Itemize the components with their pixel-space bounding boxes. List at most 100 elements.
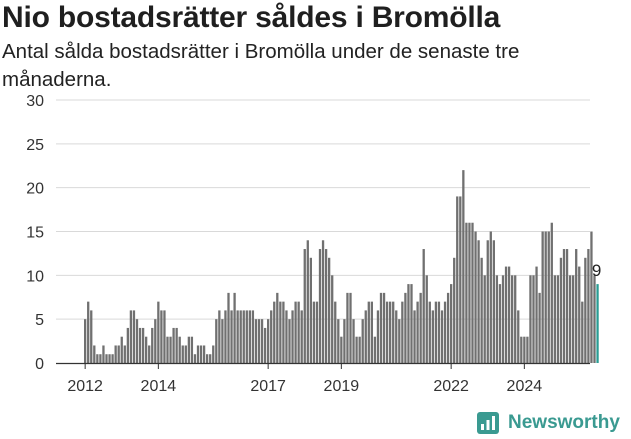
- bar: [477, 240, 480, 363]
- bar: [407, 284, 410, 363]
- bar: [364, 310, 367, 363]
- bar: [392, 301, 395, 363]
- bar: [328, 257, 331, 363]
- bar: [303, 249, 306, 363]
- bar: [523, 336, 526, 363]
- bar: [99, 354, 102, 363]
- bar: [511, 275, 514, 363]
- bar: [590, 231, 593, 363]
- bar: [184, 345, 187, 363]
- y-tick-label: 0: [35, 356, 44, 373]
- bar: [151, 327, 154, 363]
- bar: [242, 310, 245, 363]
- bar: [562, 249, 566, 363]
- bar: [514, 275, 517, 363]
- bar: [315, 301, 319, 363]
- bar: [138, 327, 142, 363]
- bar: [163, 310, 166, 363]
- bar: [422, 249, 425, 363]
- bar: [294, 301, 297, 363]
- y-tick-label: 20: [26, 181, 44, 198]
- bar: [398, 319, 401, 363]
- bar: [575, 249, 578, 363]
- last-value-label: 9: [592, 261, 601, 280]
- bar: [550, 222, 553, 363]
- bar: [507, 266, 511, 363]
- x-tick-label: 2022: [433, 378, 469, 395]
- bar: [279, 301, 282, 363]
- newsworthy-chart-logo-icon: [477, 412, 499, 434]
- bar: [160, 310, 163, 363]
- bar: [556, 275, 560, 363]
- bar: [126, 327, 129, 363]
- brand-name: Newsworthy: [508, 412, 620, 433]
- bar: [129, 310, 133, 363]
- bar: [321, 240, 325, 363]
- bar: [443, 301, 447, 363]
- bar: [224, 310, 227, 363]
- bar: [581, 301, 584, 363]
- bar: [300, 310, 303, 363]
- bar: [465, 222, 468, 363]
- bar: [401, 301, 404, 363]
- y-tick-label: 25: [26, 137, 44, 154]
- bar: [568, 275, 572, 363]
- bar: [520, 336, 523, 363]
- bar: [389, 301, 392, 363]
- y-tick-label: 10: [26, 268, 44, 285]
- bar: [349, 292, 352, 363]
- bar: [544, 231, 547, 363]
- bar: [291, 310, 294, 363]
- chart-title: Nio bostadsrätter såldes i Bromölla: [2, 1, 501, 34]
- bar: [260, 319, 264, 363]
- x-tick-label: 2014: [141, 378, 177, 395]
- bar: [501, 275, 505, 363]
- bar: [404, 292, 407, 363]
- bar: [105, 354, 108, 363]
- bar: [483, 275, 486, 363]
- bar: [367, 301, 370, 363]
- bar: [209, 354, 212, 363]
- bar: [215, 319, 218, 363]
- bar: [413, 310, 416, 363]
- bar: [297, 301, 300, 363]
- bar: [218, 310, 221, 363]
- bar: [248, 310, 251, 363]
- bar: [584, 257, 587, 363]
- bar: [93, 345, 96, 363]
- bar: [529, 275, 532, 363]
- bar: [361, 319, 364, 363]
- bar: [379, 292, 383, 363]
- bar: [517, 310, 520, 363]
- bar: [306, 240, 309, 363]
- bar: [236, 310, 239, 363]
- bar: [166, 336, 169, 363]
- x-tick-label: 2024: [507, 378, 543, 395]
- bar: [120, 336, 123, 363]
- bar: [312, 301, 316, 363]
- bar: [221, 319, 224, 363]
- bar: [190, 336, 194, 363]
- bar: [154, 319, 157, 363]
- bar: [267, 319, 270, 363]
- bar: [334, 301, 337, 363]
- bar: [340, 336, 343, 363]
- bar: [355, 336, 358, 363]
- bar: [193, 354, 197, 363]
- bar: [428, 301, 431, 363]
- bar: [343, 319, 346, 363]
- bar: [239, 310, 242, 363]
- bar: [431, 310, 434, 363]
- bar: [468, 222, 471, 363]
- bar: [459, 196, 462, 363]
- x-tick-label: 2012: [67, 378, 103, 395]
- bar: [395, 310, 398, 363]
- bar: [425, 275, 428, 363]
- y-tick-label: 30: [26, 93, 44, 110]
- newsworthy-logo[interactable]: Newsworthy: [476, 410, 626, 436]
- bar: [373, 336, 377, 363]
- bar: [547, 231, 550, 363]
- bar: [257, 319, 261, 363]
- bar: [251, 310, 255, 363]
